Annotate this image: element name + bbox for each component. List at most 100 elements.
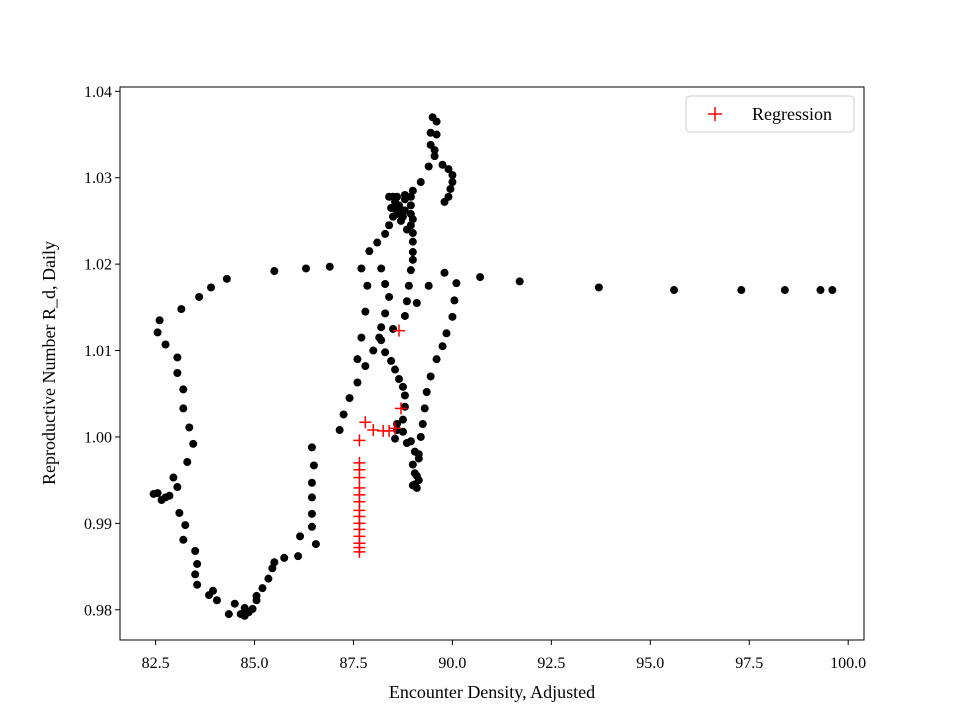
data-point bbox=[191, 547, 200, 556]
y-axis-label: Reproductive Number R_d, Daily bbox=[39, 241, 59, 485]
data-point bbox=[594, 283, 603, 292]
x-tick-label: 92.5 bbox=[537, 655, 565, 672]
x-tick-label: 90.0 bbox=[438, 655, 466, 672]
data-point bbox=[302, 264, 310, 273]
data-point bbox=[309, 461, 318, 470]
data-point bbox=[230, 599, 239, 608]
x-tick-label: 97.5 bbox=[735, 655, 763, 672]
y-tick: 1.02 bbox=[84, 257, 120, 274]
data-point bbox=[426, 128, 435, 137]
data-point bbox=[412, 299, 421, 308]
data-point bbox=[183, 458, 192, 467]
legend-label-regression: Regression bbox=[752, 104, 832, 124]
x-tick: 100.0 bbox=[830, 640, 866, 672]
data-point bbox=[408, 481, 417, 490]
legend: Regression bbox=[685, 95, 855, 133]
data-point bbox=[430, 152, 439, 161]
y-tick-label: 1.03 bbox=[84, 170, 112, 187]
data-point bbox=[161, 493, 170, 502]
data-point bbox=[357, 264, 366, 273]
regression-point bbox=[393, 324, 405, 337]
data-point bbox=[428, 113, 437, 122]
data-point bbox=[369, 346, 378, 355]
data-point bbox=[377, 323, 386, 332]
data-point bbox=[185, 423, 194, 432]
data-point bbox=[452, 279, 461, 288]
data-point bbox=[365, 247, 374, 256]
data-point bbox=[177, 305, 186, 314]
data-point bbox=[353, 355, 362, 364]
data-point bbox=[345, 394, 354, 403]
regression-point bbox=[353, 434, 366, 447]
data-point bbox=[207, 283, 216, 292]
data-point bbox=[385, 221, 394, 230]
data-point bbox=[252, 591, 261, 600]
data-point bbox=[402, 438, 411, 447]
x-tick-label: 100.0 bbox=[830, 655, 866, 672]
x-tick: 97.5 bbox=[735, 640, 763, 672]
data-point bbox=[212, 596, 221, 605]
legend-box bbox=[685, 95, 855, 133]
data-point bbox=[361, 307, 370, 316]
data-point bbox=[416, 178, 425, 187]
data-point bbox=[173, 369, 182, 378]
data-point bbox=[420, 404, 429, 413]
data-point bbox=[155, 316, 164, 325]
data-point bbox=[173, 483, 182, 492]
data-point bbox=[400, 311, 409, 320]
data-point bbox=[398, 415, 407, 424]
data-point bbox=[307, 493, 316, 502]
data-point bbox=[193, 580, 202, 589]
data-point bbox=[448, 178, 457, 187]
x-tick: 95.0 bbox=[636, 640, 664, 672]
data-point bbox=[270, 267, 279, 276]
regression-point bbox=[367, 424, 380, 437]
plot-points bbox=[149, 113, 837, 620]
data-point bbox=[389, 324, 398, 333]
data-point bbox=[264, 574, 273, 583]
data-point bbox=[408, 460, 417, 469]
data-point bbox=[389, 212, 398, 221]
data-point bbox=[280, 553, 289, 562]
data-point bbox=[426, 372, 435, 381]
data-point bbox=[438, 160, 447, 169]
data-point bbox=[408, 255, 417, 264]
data-point bbox=[408, 237, 417, 246]
x-tick: 82.5 bbox=[142, 640, 170, 672]
data-point bbox=[248, 604, 257, 613]
y-tick-label: 1.02 bbox=[84, 257, 112, 274]
regression-point bbox=[383, 424, 396, 437]
data-point bbox=[816, 286, 825, 295]
data-point bbox=[381, 229, 390, 238]
data-point bbox=[181, 521, 190, 530]
data-point bbox=[400, 402, 409, 411]
data-point bbox=[398, 382, 407, 391]
data-point bbox=[175, 508, 184, 517]
x-tick: 85.0 bbox=[241, 640, 269, 672]
data-point bbox=[375, 333, 384, 342]
observed-series bbox=[149, 113, 837, 620]
data-point bbox=[408, 215, 417, 224]
plot-frame bbox=[119, 86, 865, 641]
data-point bbox=[381, 309, 390, 318]
data-point bbox=[361, 362, 370, 371]
regression-point bbox=[359, 416, 372, 429]
data-point bbox=[307, 478, 316, 487]
data-point bbox=[385, 292, 394, 301]
regression-point bbox=[394, 402, 407, 415]
data-point bbox=[224, 610, 233, 619]
legend-marker-regression bbox=[708, 107, 722, 121]
data-point bbox=[161, 340, 170, 349]
data-point bbox=[387, 356, 396, 365]
data-point bbox=[402, 297, 411, 306]
data-point bbox=[339, 410, 348, 419]
x-tick-label: 82.5 bbox=[142, 655, 170, 672]
data-point bbox=[373, 238, 382, 247]
data-point bbox=[406, 201, 415, 210]
data-point bbox=[195, 292, 204, 301]
data-point bbox=[393, 419, 402, 428]
data-point bbox=[408, 229, 417, 238]
data-point bbox=[363, 281, 372, 290]
data-point bbox=[353, 378, 362, 387]
